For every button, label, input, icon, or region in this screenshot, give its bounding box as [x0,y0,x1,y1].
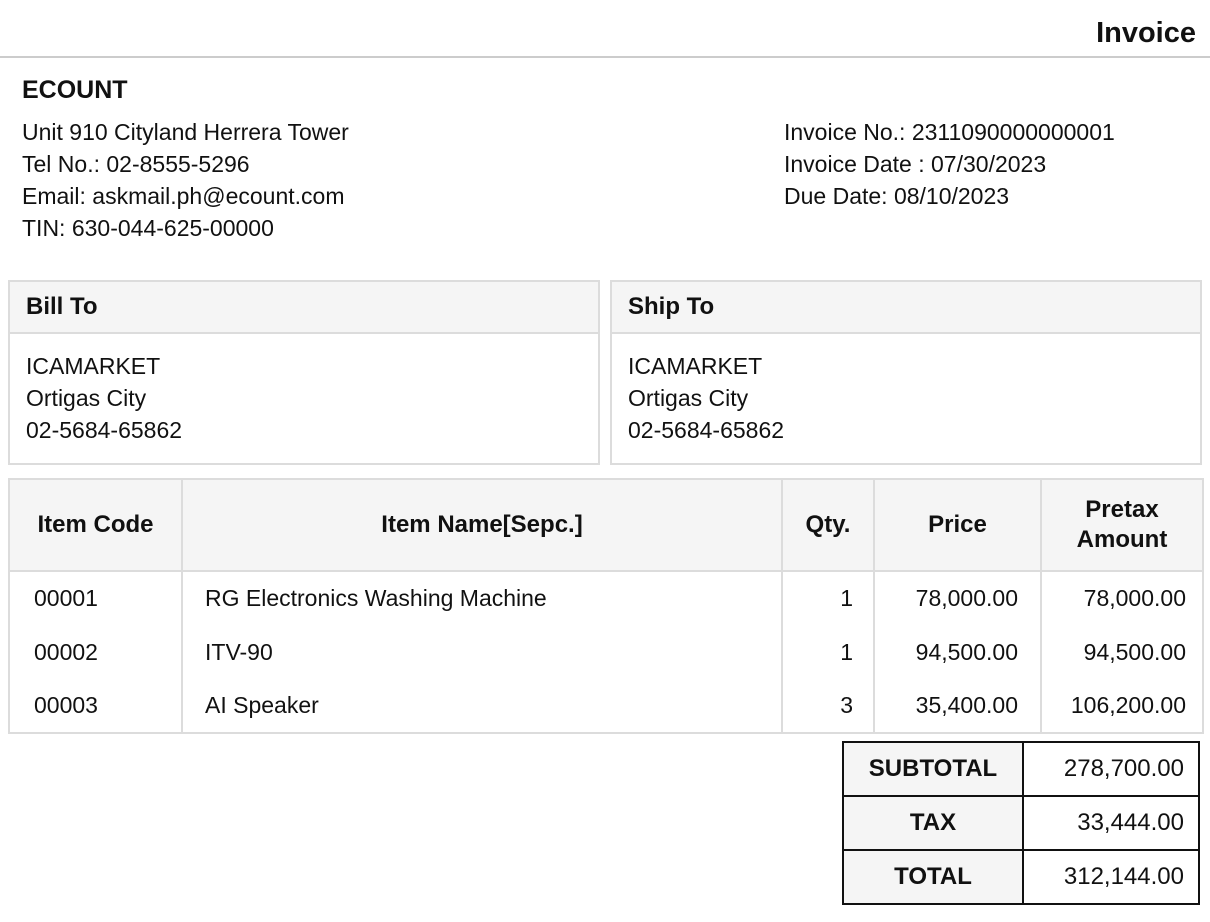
totals-table: SUBTOTAL 278,700.00 TAX 33,444.00 TOTAL … [842,741,1200,905]
item-code: 00001 [8,571,183,625]
ship-to-header: Ship To [612,282,1200,334]
bill-to-name: ICAMARKET [26,353,161,379]
header-item-name: Item Name[Sepc.] [181,478,783,572]
bill-to-header: Bill To [10,282,598,334]
bill-to-box: Bill To ICAMARKET Ortigas City 02-5684-6… [8,280,600,465]
ship-to-phone: 02-5684-65862 [628,417,785,443]
bill-to-body: ICAMARKET Ortigas City 02-5684-65862 [10,334,598,463]
header-qty: Qty. [781,478,875,572]
item-name: AI Speaker [181,679,783,733]
item-code: 00003 [8,679,183,733]
subtotal-value: 278,700.00 [1022,741,1200,797]
item-pretax-amount: 106,200.00 [1040,679,1204,733]
items-header-row: Item Code Item Name[Sepc.] Qty. Price Pr… [8,478,1204,572]
company-tel: Tel No.: 02-8555-5296 [22,151,250,177]
item-code: 00002 [8,625,183,679]
item-price: 35,400.00 [873,679,1042,733]
header-pretax-amount: Pretax Amount [1040,478,1204,572]
items-table: Item Code Item Name[Sepc.] Qty. Price Pr… [8,478,1204,734]
subtotal-row: SUBTOTAL 278,700.00 [842,741,1200,797]
item-pretax-amount: 94,500.00 [1040,625,1204,679]
subtotal-label: SUBTOTAL [842,741,1024,797]
item-name: ITV-90 [181,625,783,679]
item-qty: 3 [781,679,875,733]
invoice-meta: Invoice No.: 2311090000000001 Invoice Da… [784,76,1196,244]
page-title: Invoice [1096,17,1196,49]
item-price: 78,000.00 [873,571,1042,625]
table-row: 00002 ITV-90 1 94,500.00 94,500.00 [8,625,1204,679]
item-pretax-amount: 78,000.00 [1040,571,1204,625]
ship-to-name: ICAMARKET [628,353,763,379]
company-tin: TIN: 630-044-625-00000 [22,215,274,241]
items-table-head: Item Code Item Name[Sepc.] Qty. Price Pr… [8,478,1204,572]
company-section: ECOUNT Unit 910 Cityland Herrera Tower T… [0,58,1210,244]
items-table-body: 00001 RG Electronics Washing Machine 1 7… [8,571,1204,733]
total-row: TOTAL 312,144.00 [842,849,1200,905]
header-price: Price [873,478,1042,572]
ship-to-body: ICAMARKET Ortigas City 02-5684-65862 [612,334,1200,463]
table-row: 00003 AI Speaker 3 35,400.00 106,200.00 [8,679,1204,733]
company-name: ECOUNT [22,76,128,104]
address-boxes: Bill To ICAMARKET Ortigas City 02-5684-6… [8,280,1202,465]
page-header: Invoice [0,0,1210,58]
ship-to-city: Ortigas City [628,385,749,411]
table-row: 00001 RG Electronics Washing Machine 1 7… [8,571,1204,625]
company-info: ECOUNT Unit 910 Cityland Herrera Tower T… [22,76,349,244]
item-name: RG Electronics Washing Machine [181,571,783,625]
ship-to-box: Ship To ICAMARKET Ortigas City 02-5684-6… [610,280,1202,465]
item-qty: 1 [781,625,875,679]
header-item-code: Item Code [8,478,183,572]
tax-label: TAX [842,795,1024,851]
total-value: 312,144.00 [1022,849,1200,905]
invoice-date: Invoice Date : 07/30/2023 [784,151,1047,177]
invoice-number: Invoice No.: 2311090000000001 [784,119,1115,145]
company-address: Unit 910 Cityland Herrera Tower [22,119,349,145]
total-label: TOTAL [842,849,1024,905]
company-email: Email: askmail.ph@ecount.com [22,183,345,209]
tax-row: TAX 33,444.00 [842,795,1200,851]
bill-to-city: Ortigas City [26,385,147,411]
item-qty: 1 [781,571,875,625]
due-date: Due Date: 08/10/2023 [784,183,1010,209]
tax-value: 33,444.00 [1022,795,1200,851]
item-price: 94,500.00 [873,625,1042,679]
bill-to-phone: 02-5684-65862 [26,417,183,443]
